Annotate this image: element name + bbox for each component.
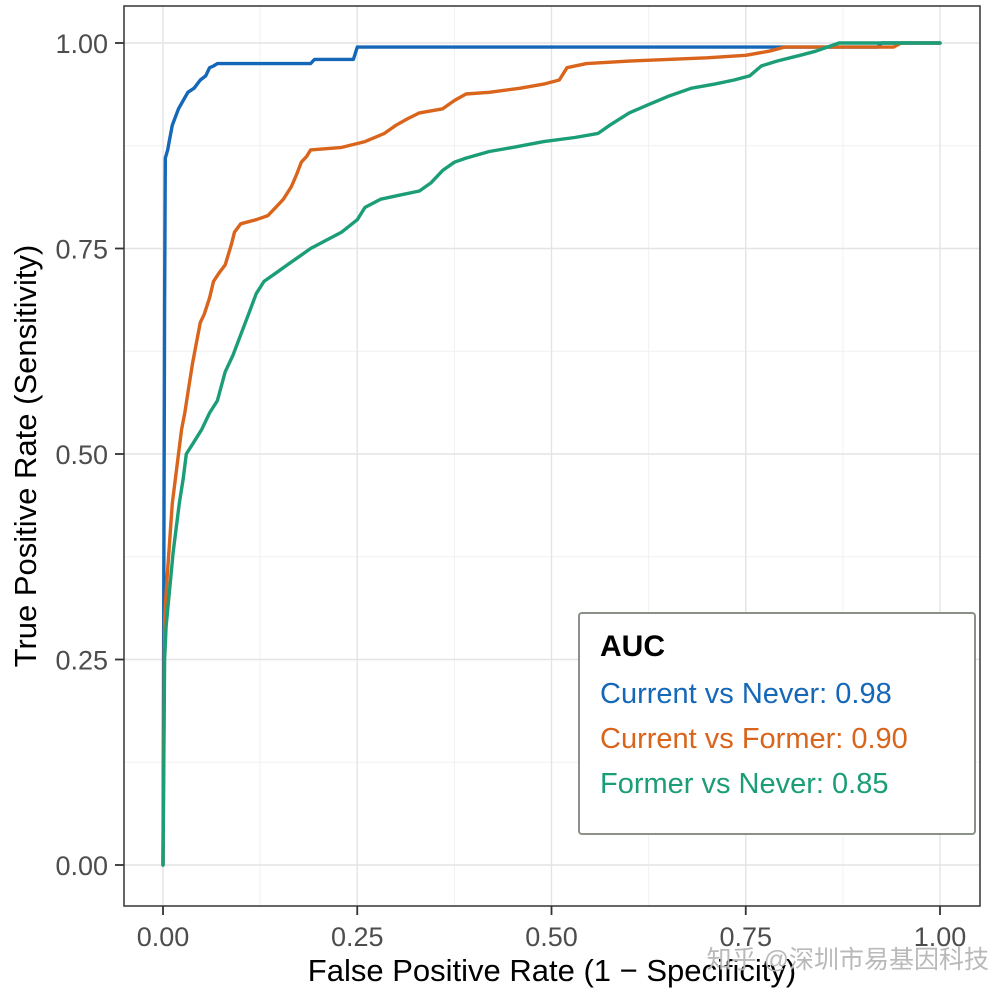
roc-curve-current-vs-never xyxy=(161,41,942,867)
gridlines xyxy=(124,6,980,906)
y-tick-label: 0.25 xyxy=(55,646,108,676)
roc-curves xyxy=(161,41,942,867)
legend-title: AUC xyxy=(600,630,665,663)
y-tick-label: 0.00 xyxy=(55,851,108,881)
y-tick-label: 0.50 xyxy=(55,440,108,470)
y-tick-label: 0.75 xyxy=(55,235,108,265)
legend-entry: Current vs Never: 0.98 xyxy=(600,678,892,710)
roc-curve-current-vs-former xyxy=(161,41,942,867)
legend-entry: Current vs Former: 0.90 xyxy=(600,722,908,755)
watermark: 知乎 @深圳市易基因科技 xyxy=(706,946,989,974)
x-tick-label: 1.00 xyxy=(914,922,967,952)
legend-entries: Current vs Never: 0.98 Current vs Former:… xyxy=(600,672,954,807)
x-tick-label: 0.00 xyxy=(137,922,190,952)
x-tick-label: 0.75 xyxy=(719,922,772,952)
axis-ticks-and-labels: 0.00 0.00 0.25 0.25 0.50 0.50 0.75 0.75 1.00 1.00 xyxy=(55,29,966,952)
legend-entry: Former vs Never: 0.85 xyxy=(600,767,889,800)
x-tick-label: 0.25 xyxy=(331,922,384,952)
y-tick-label: 1.00 xyxy=(55,29,108,59)
x-axis-label: False Positive Rate (1 − Specificity) xyxy=(308,953,796,988)
y-axis-label: True Positive Rate (Sensitivity) xyxy=(8,245,43,668)
roc-curve-former-vs-never xyxy=(161,41,942,867)
x-tick-label: 0.50 xyxy=(525,922,578,952)
auc-legend: AUC Current vs Never: 0.98 Current vs For… xyxy=(578,612,976,835)
